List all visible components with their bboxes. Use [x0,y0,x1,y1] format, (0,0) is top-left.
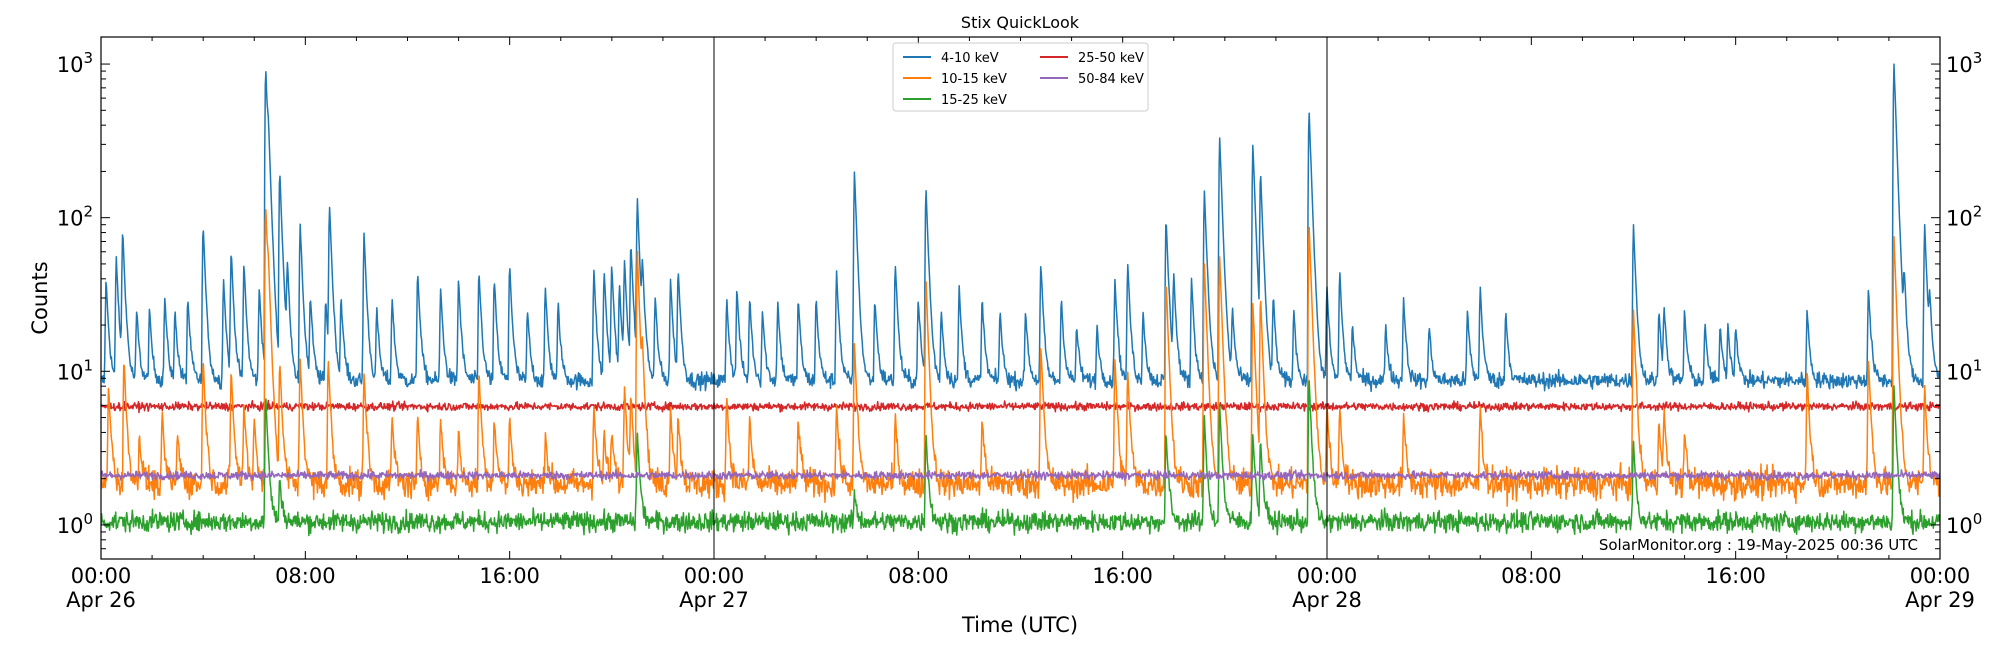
legend-label: 25-50 keV [1078,51,1144,66]
legend-label: 4-10 keV [941,51,999,66]
x-axis-label: Time (UTC) [961,613,1078,637]
y-tick-label: 100 [57,510,93,538]
x-tick-label: 08:00 [888,564,949,588]
y-tick-label: 103 [57,49,93,77]
series-line-25-50-keV [101,399,1940,414]
y-tick-label-right: 101 [1946,356,1982,384]
x-tick-label: 16:00 [1092,564,1153,588]
legend-label: 50-84 keV [1078,72,1144,87]
y-tick-label-right: 103 [1946,49,1982,77]
legend-box [892,42,1149,112]
x-tick-label: 00:00 [1297,564,1358,588]
x-tick-label: 08:00 [1501,564,1562,588]
x-tick-label: 08:00 [275,564,336,588]
legend: 4-10 keV 10-15 keV 15-25 keV 25-50 keV 50-84… [892,42,1149,112]
day-separators [713,37,1328,559]
x-tick-date-label: Apr 27 [679,588,749,612]
y-tick-label: 102 [57,203,93,231]
x-tick-label: 00:00 [71,564,132,588]
series-line-4-10-keV [101,63,1940,393]
x-tick-label: 16:00 [479,564,540,588]
x-tick-label: 16:00 [1705,564,1766,588]
legend-label: 10-15 keV [941,72,1007,87]
x-tick-date-label: Apr 29 [1905,588,1975,612]
legend-label: 15-25 keV [941,93,1007,108]
chart-title: Stix QuickLook [961,13,1080,32]
x-tick-date-label: Apr 28 [1292,588,1362,612]
series-line-10-15-keV [101,209,1940,507]
y-tick-label-right: 102 [1946,203,1982,231]
credit-text: SolarMonitor.org : 19-May-2025 00:36 UTC [1599,536,1918,554]
y-axis-label: Counts [28,261,52,334]
series-layer [101,63,1940,537]
x-tick-date-label: Apr 26 [66,588,136,612]
x-tick-label: 00:00 [684,564,745,588]
x-tick-label: 00:00 [1910,564,1971,588]
y-tick-label-right: 100 [1946,510,1982,538]
y-tick-label: 101 [57,356,93,384]
series-line-15-25-keV [101,380,1940,537]
series-line-50-84-keV [101,468,1940,483]
